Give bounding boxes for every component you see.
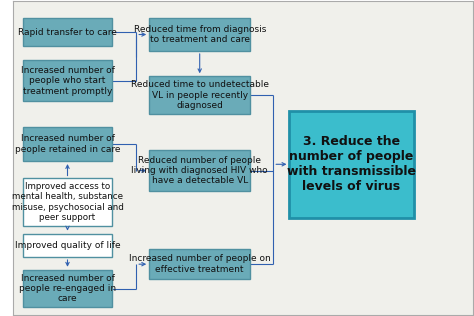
FancyBboxPatch shape: [23, 234, 112, 257]
FancyBboxPatch shape: [23, 18, 112, 46]
Text: Rapid transfer to care: Rapid transfer to care: [18, 28, 117, 37]
Text: Increased number of
people who start
treatment promptly: Increased number of people who start tre…: [20, 66, 114, 96]
FancyBboxPatch shape: [149, 150, 250, 191]
Text: Reduced time from diagnosis
to treatment and care: Reduced time from diagnosis to treatment…: [134, 25, 266, 44]
FancyBboxPatch shape: [23, 60, 112, 101]
FancyBboxPatch shape: [23, 179, 112, 226]
Text: Increased number of
people re-engaged in
care: Increased number of people re-engaged in…: [19, 274, 116, 303]
Text: Increased number of people on
effective treatment: Increased number of people on effective …: [129, 254, 271, 274]
FancyBboxPatch shape: [23, 126, 112, 161]
FancyBboxPatch shape: [149, 249, 250, 279]
Text: Reduced time to undetectable
VL in people recently
diagnosed: Reduced time to undetectable VL in peopl…: [131, 80, 269, 110]
Text: 3. Reduce the
number of people
with transmissible
levels of virus: 3. Reduce the number of people with tran…: [287, 135, 416, 193]
FancyBboxPatch shape: [149, 18, 250, 51]
Text: Improved quality of life: Improved quality of life: [15, 241, 120, 250]
Text: Increased number of
people retained in care: Increased number of people retained in c…: [15, 134, 120, 154]
FancyBboxPatch shape: [149, 76, 250, 114]
FancyBboxPatch shape: [289, 111, 413, 218]
FancyBboxPatch shape: [23, 270, 112, 307]
Text: Reduced number of people
living with diagnosed HIV who
have a detectable VL: Reduced number of people living with dia…: [131, 156, 268, 185]
Text: Improved access to
mental health, substance
misuse, psychosocial and
peer suppor: Improved access to mental health, substa…: [11, 182, 123, 222]
